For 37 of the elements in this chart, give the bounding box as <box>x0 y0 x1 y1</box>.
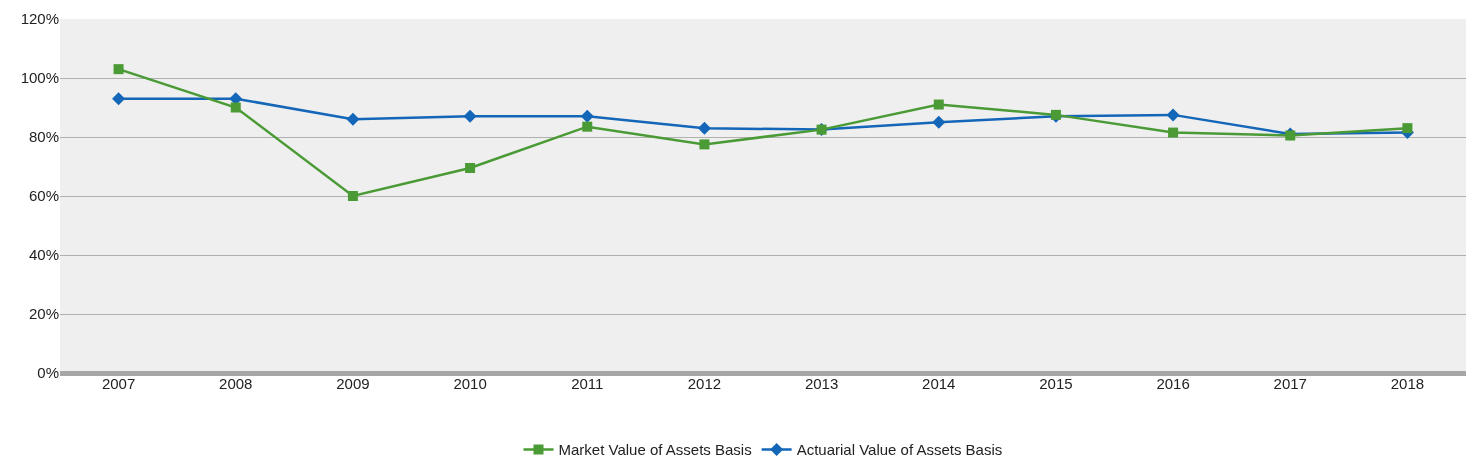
point <box>347 191 358 201</box>
x-tick-label: 2009 <box>336 375 370 392</box>
x-tick-label: 2010 <box>453 375 487 392</box>
point <box>112 92 126 106</box>
point <box>113 64 124 75</box>
point <box>582 121 593 132</box>
y-tick-label: 20% <box>28 305 59 323</box>
x-tick-label: 2016 <box>1156 375 1190 392</box>
point <box>580 109 594 123</box>
x-tick-label: 2012 <box>687 375 722 392</box>
point <box>697 121 711 135</box>
legend-label: Actuarial Value of Assets Basis <box>796 441 1003 459</box>
legend-label: Market Value of Assets Basis <box>558 441 752 459</box>
point <box>465 162 476 173</box>
x-tick-label: 2007 <box>101 375 136 392</box>
y-tick-label: 100% <box>20 69 59 87</box>
point <box>1168 127 1179 138</box>
point <box>932 115 946 129</box>
x-tick-label: 2015 <box>1039 375 1073 392</box>
x-tick-label: 2018 <box>1390 375 1425 392</box>
point <box>1402 123 1413 134</box>
y-tick-label: 0% <box>37 364 59 382</box>
y-tick-label: 40% <box>28 246 59 264</box>
point <box>346 112 360 126</box>
x-tick-label: 2008 <box>219 375 253 392</box>
x-tick-label: 2011 <box>571 375 604 392</box>
x-tick-label: 2013 <box>804 375 839 392</box>
y-tick-label: 60% <box>28 187 59 205</box>
point <box>933 99 944 110</box>
y-tick-label: 80% <box>28 128 59 146</box>
point <box>1166 108 1180 122</box>
y-tick-label: 120% <box>20 10 59 28</box>
point <box>699 139 710 150</box>
point <box>463 109 477 123</box>
x-tick-label: 2017 <box>1273 375 1307 392</box>
point <box>230 102 241 113</box>
x-tick-label: 2014 <box>922 375 956 392</box>
